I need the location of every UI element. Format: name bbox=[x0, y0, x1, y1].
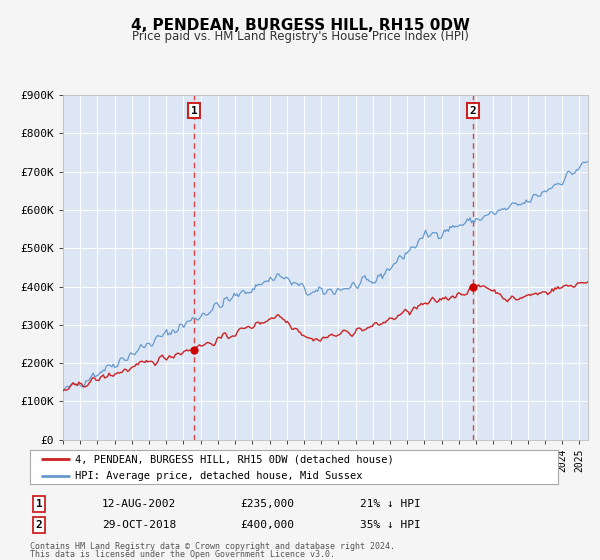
Text: 12-AUG-2002: 12-AUG-2002 bbox=[102, 499, 176, 509]
Text: Contains HM Land Registry data © Crown copyright and database right 2024.: Contains HM Land Registry data © Crown c… bbox=[30, 542, 395, 551]
Text: Price paid vs. HM Land Registry's House Price Index (HPI): Price paid vs. HM Land Registry's House … bbox=[131, 30, 469, 43]
Text: 29-OCT-2018: 29-OCT-2018 bbox=[102, 520, 176, 530]
Text: 2: 2 bbox=[470, 105, 476, 115]
Text: £235,000: £235,000 bbox=[240, 499, 294, 509]
Text: 35% ↓ HPI: 35% ↓ HPI bbox=[360, 520, 421, 530]
Text: 1: 1 bbox=[191, 105, 197, 115]
Text: 4, PENDEAN, BURGESS HILL, RH15 0DW (detached house): 4, PENDEAN, BURGESS HILL, RH15 0DW (deta… bbox=[75, 454, 394, 464]
Text: 1: 1 bbox=[35, 499, 43, 509]
Text: This data is licensed under the Open Government Licence v3.0.: This data is licensed under the Open Gov… bbox=[30, 550, 335, 559]
Text: HPI: Average price, detached house, Mid Sussex: HPI: Average price, detached house, Mid … bbox=[75, 471, 362, 480]
Text: 4, PENDEAN, BURGESS HILL, RH15 0DW: 4, PENDEAN, BURGESS HILL, RH15 0DW bbox=[131, 18, 469, 32]
Text: £400,000: £400,000 bbox=[240, 520, 294, 530]
Text: 2: 2 bbox=[35, 520, 43, 530]
Text: 21% ↓ HPI: 21% ↓ HPI bbox=[360, 499, 421, 509]
